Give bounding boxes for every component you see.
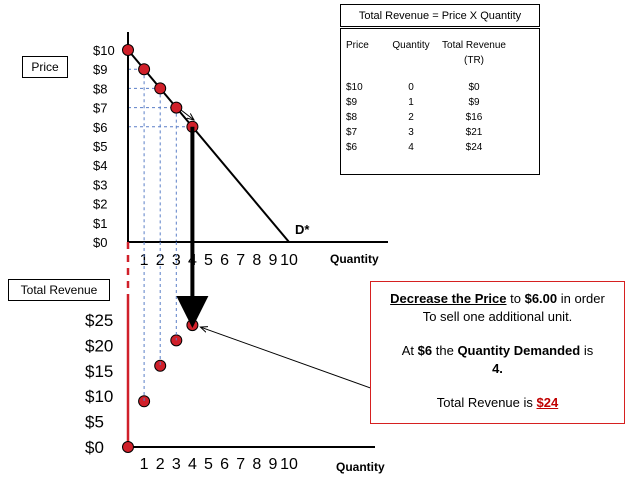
table-row: $7 3 $21 xyxy=(346,125,512,140)
revenue-table: Price Quantity Total Revenue (TR) $10 0 $0… xyxy=(346,38,512,155)
table-header-row-2: (TR) xyxy=(346,53,512,68)
table-cell-price: $6 xyxy=(346,142,358,153)
table-cell-tr: $9 xyxy=(468,97,480,108)
callout-line-4: 4. xyxy=(492,361,503,376)
bottom-quantity-tick-label: 9 xyxy=(268,456,277,473)
revenue-tick-label: $0 xyxy=(85,438,104,457)
demand-line xyxy=(127,49,290,243)
callout-decrease-price: Decrease the Price xyxy=(390,291,507,306)
bottom-quantity-tick-label: 5 xyxy=(204,456,213,473)
total-revenue-label-box: Total Revenue xyxy=(8,279,110,301)
top-quantity-tick-label: 8 xyxy=(252,252,261,269)
callout-price-value: $6.00 xyxy=(524,291,558,306)
price-tick-label: $4 xyxy=(93,158,107,173)
revenue-tick-label: $20 xyxy=(85,336,113,355)
table-cell-tr: $16 xyxy=(465,112,483,123)
revenue-tick-label: $10 xyxy=(85,387,113,406)
table-header-price: Price xyxy=(346,40,369,51)
table-cell-tr: $0 xyxy=(468,82,480,93)
price-tick-label: $1 xyxy=(93,216,107,231)
callout-box: Decrease the Price to $6.00 in order To … xyxy=(370,281,625,424)
top-quantity-tick-label: 9 xyxy=(268,252,277,269)
revenue-table-box xyxy=(340,28,540,175)
table-row: $9 1 $9 xyxy=(346,95,512,110)
table-cell-quantity: 2 xyxy=(408,112,414,123)
price-tick-label: $2 xyxy=(93,197,107,212)
table-row: $6 4 $24 xyxy=(346,140,512,155)
revenue-point xyxy=(154,359,167,372)
table-header-quantity: Quantity xyxy=(392,40,430,51)
direction-arrow xyxy=(180,109,194,120)
bottom-quantity-tick-label: 4 xyxy=(188,456,197,473)
bottom-quantity-tick-label: 6 xyxy=(220,456,229,473)
bottom-quantity-tick-label: 3 xyxy=(172,456,181,473)
callout-line-2: To sell one additional unit. xyxy=(422,309,573,324)
revenue-quantity-chart: $0 $5 $10 $15 $20 $25 1 2 3 4 5 6 7 8 9 10 Quantity xyxy=(85,300,385,474)
bottom-quantity-tick-label: 8 xyxy=(252,456,261,473)
callout-line-1: Decrease the Price to $6.00 in order xyxy=(390,291,605,306)
revenue-point xyxy=(186,319,199,332)
top-quantity-tick-label: 6 xyxy=(220,252,229,269)
price-tick-label: $7 xyxy=(93,101,107,116)
table-cell-quantity: 4 xyxy=(408,142,414,153)
bottom-quantity-tick-label: 10 xyxy=(280,456,298,473)
price-tick-label: $6 xyxy=(93,120,107,135)
table-cell-price: $8 xyxy=(346,112,358,123)
top-quantity-tick-label: 10 xyxy=(280,252,298,269)
revenue-tick-label: $25 xyxy=(85,311,113,330)
bottom-quantity-tick-label: 7 xyxy=(236,456,245,473)
demand-curve-label: D* xyxy=(295,222,310,237)
price-tick-label: $9 xyxy=(93,62,107,77)
table-cell-quantity: 0 xyxy=(408,82,414,93)
top-quantity-tick-label: 5 xyxy=(204,252,213,269)
table-cell-quantity: 3 xyxy=(408,127,414,138)
callout-line-5: Total Revenue is $24 xyxy=(436,395,559,410)
price-label-box: Price xyxy=(22,56,68,78)
table-row: $10 0 $0 xyxy=(346,80,512,95)
price-tick-label: $10 xyxy=(93,43,115,58)
price-label: Price xyxy=(31,60,59,74)
bottom-quantity-tick-label: 1 xyxy=(140,456,149,473)
table-cell-tr: $21 xyxy=(465,127,483,138)
formula-text: Total Revenue = Price X Quantity xyxy=(358,9,522,22)
bottom-quantity-tick-label: 2 xyxy=(156,456,165,473)
price-tick-label: $8 xyxy=(93,81,107,96)
table-cell-price: $9 xyxy=(346,97,358,108)
top-quantity-tick-label: 7 xyxy=(236,252,245,269)
table-cell-price: $10 xyxy=(346,82,363,93)
revenue-point xyxy=(122,441,134,453)
price-tick-label: $3 xyxy=(93,177,107,192)
table-body: $10 0 $0 $9 1 $9 $8 2 $16 $7 3 $21 $6 4 $24 xyxy=(346,80,512,155)
revenue-tick-label: $15 xyxy=(85,362,113,381)
table-cell-quantity: 1 xyxy=(408,97,414,108)
formula-box: Total Revenue = Price X Quantity xyxy=(340,4,540,27)
price-tick-label: $0 xyxy=(93,235,107,250)
price-point xyxy=(122,44,134,56)
price-point xyxy=(154,82,167,95)
table-header-tr: (TR) xyxy=(464,55,484,66)
table-header-row: Price Quantity Total Revenue xyxy=(346,38,512,53)
revenue-tick-label: $5 xyxy=(85,413,104,432)
revenue-point xyxy=(138,395,151,408)
table-row: $8 2 $16 xyxy=(346,110,512,125)
bottom-quantity-axis-label: Quantity xyxy=(336,460,385,474)
price-point xyxy=(170,101,183,114)
table-cell-tr: $24 xyxy=(465,142,483,153)
price-tick-label: $5 xyxy=(93,139,107,154)
table-cell-price: $7 xyxy=(346,127,358,138)
price-point xyxy=(138,63,151,76)
total-revenue-label: Total Revenue xyxy=(20,283,98,297)
callout-line-3: At $6 the Quantity Demanded is xyxy=(401,343,594,358)
callout-total-revenue: $24 xyxy=(536,395,559,410)
table-header-total-revenue: Total Revenue xyxy=(442,40,506,51)
top-quantity-axis-label: Quantity xyxy=(330,252,379,266)
